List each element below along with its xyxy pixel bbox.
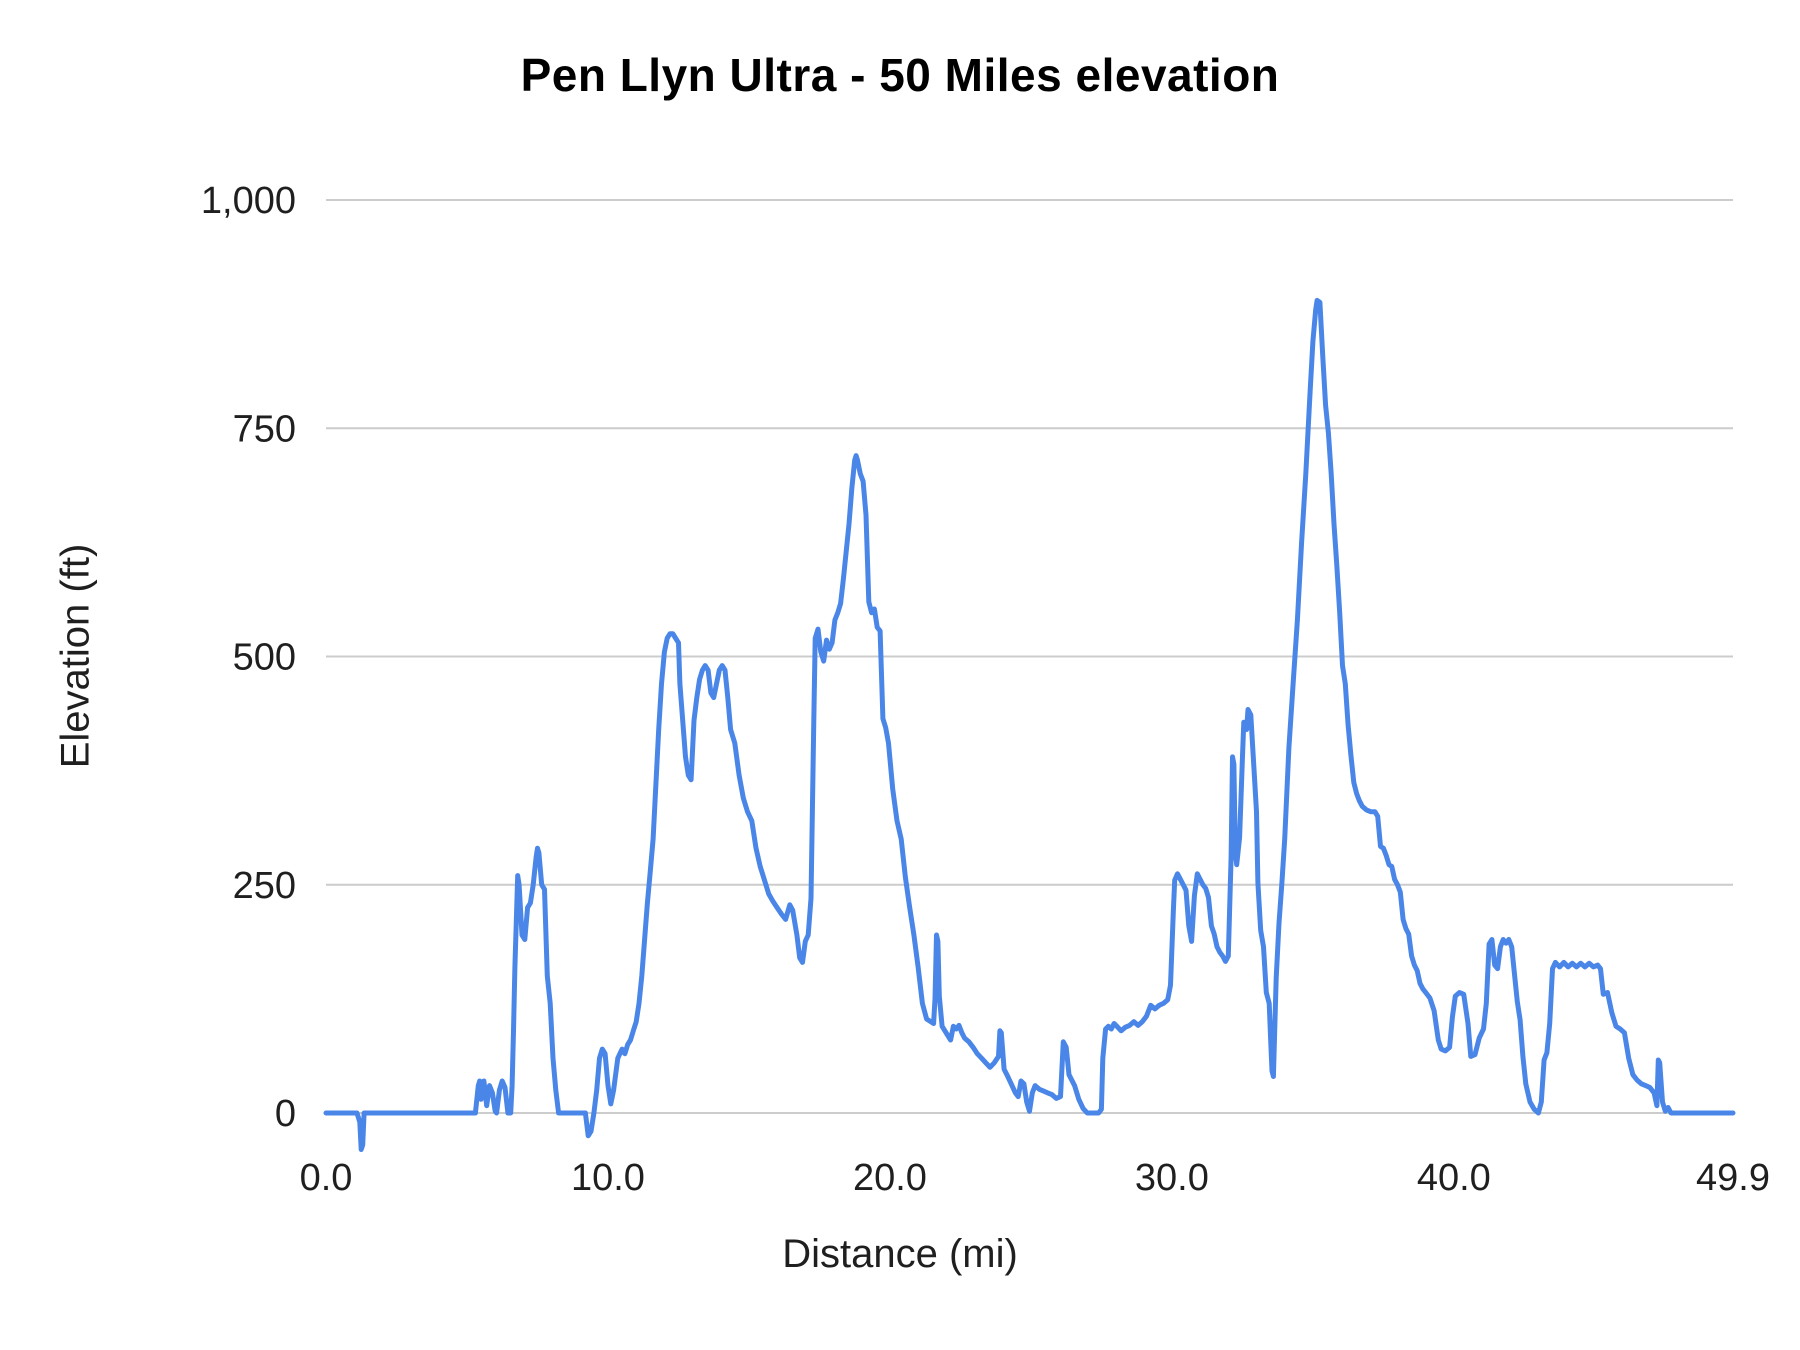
- y-tick-label: 0: [275, 1093, 296, 1135]
- elevation-series-line: [323, 297, 1736, 1152]
- x-tick-label: 30.0: [1135, 1157, 1209, 1199]
- x-tick-label: 10.0: [571, 1157, 645, 1199]
- chart-title: Pen Llyn Ultra - 50 Miles elevation: [520, 49, 1280, 101]
- x-tick-label: 20.0: [853, 1157, 927, 1199]
- y-tick-label: 250: [233, 865, 296, 907]
- x-tick-label: 40.0: [1417, 1157, 1491, 1199]
- x-axis-title: Distance (mi): [782, 1232, 1018, 1276]
- y-tick-label: 500: [233, 637, 296, 679]
- y-tick-label: 1,000: [201, 180, 296, 222]
- x-tick-label: 0.0: [300, 1157, 353, 1199]
- x-tick-label: 49.9: [1696, 1157, 1770, 1199]
- y-tick-label: 750: [233, 408, 296, 450]
